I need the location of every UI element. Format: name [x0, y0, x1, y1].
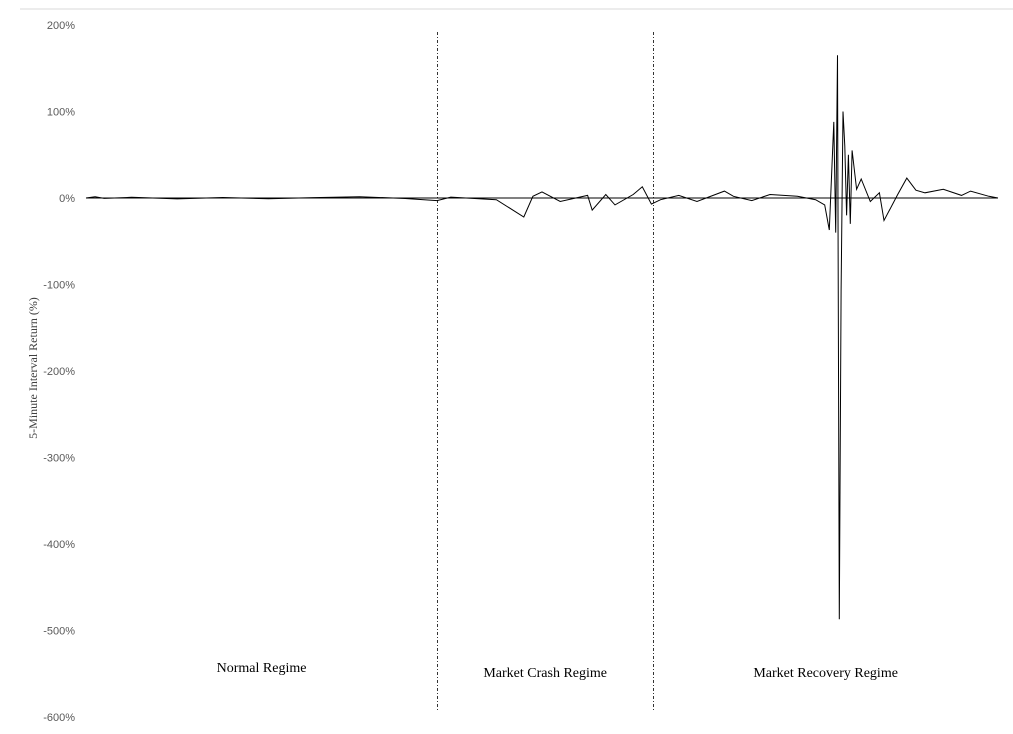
regime-label: Normal Regime: [217, 661, 307, 676]
y-tick-label: 0%: [59, 193, 75, 205]
regime-dividers: [437, 32, 654, 712]
y-axis-label: 5-Minute Interval Return (%): [26, 297, 40, 439]
y-tick-label: 200%: [47, 20, 75, 32]
y-tick-label: -200%: [43, 366, 75, 378]
return-series-line: [85, 55, 999, 620]
y-tick-label: -300%: [43, 453, 75, 465]
y-tick-label: -500%: [43, 626, 75, 638]
y-tick-label: -400%: [43, 539, 75, 551]
y-tick-labels: 200% 100% 0% -100% -200% -300% -400% -500% -600%: [43, 20, 75, 724]
regime-label: Market Crash Regime: [483, 666, 607, 681]
regime-label: Market Recovery Regime: [753, 666, 898, 681]
y-tick-label: -100%: [43, 280, 75, 292]
series-layer: [85, 55, 999, 620]
y-tick-label: 100%: [47, 107, 75, 119]
y-tick-label: -600%: [43, 712, 75, 724]
regime-labels: Normal Regime Market Crash Regime Market R…: [217, 661, 898, 681]
